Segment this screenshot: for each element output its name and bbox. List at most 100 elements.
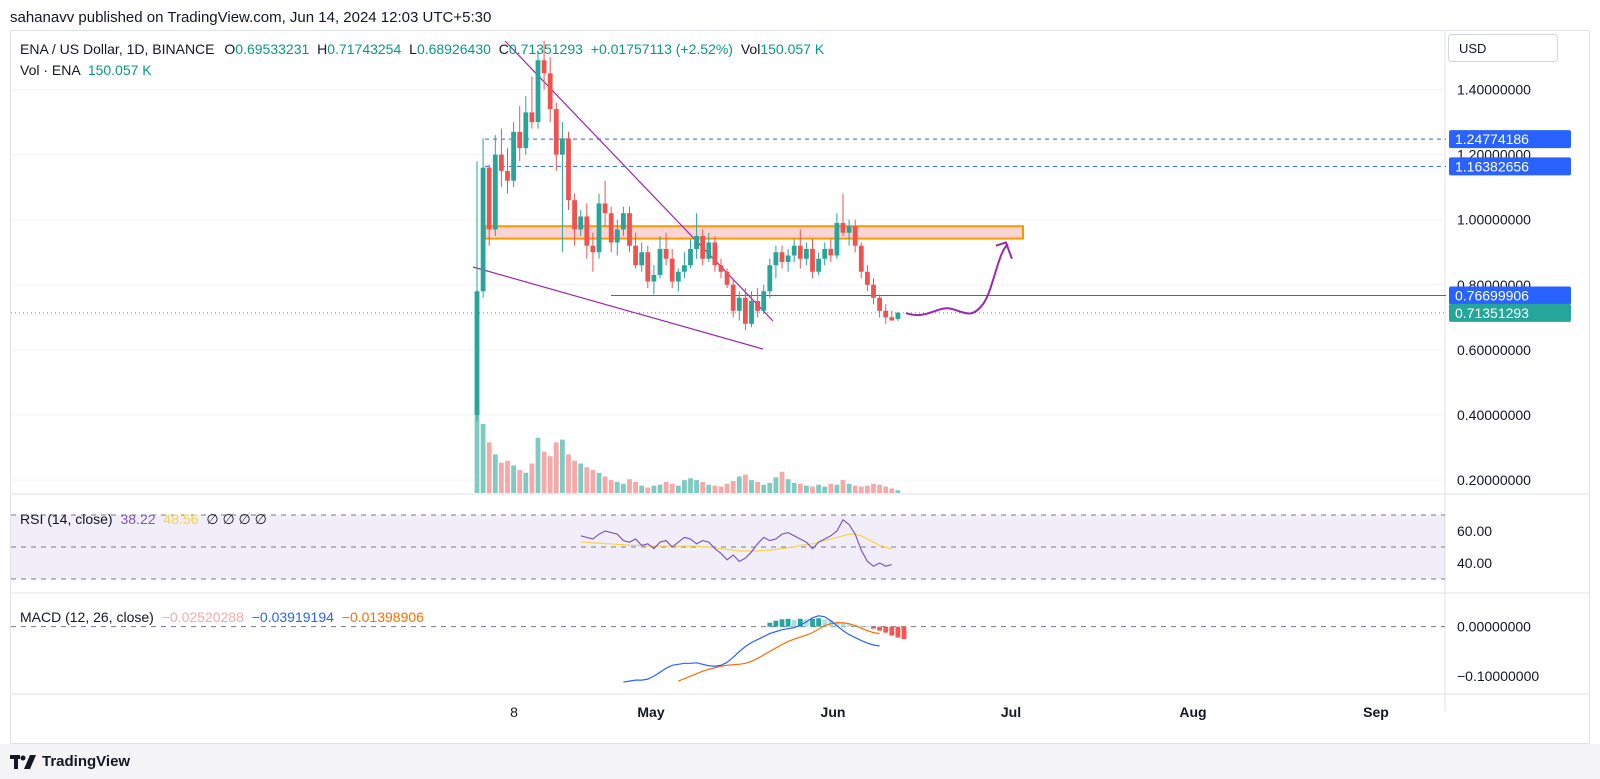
candle-body bbox=[645, 252, 651, 282]
candle-body bbox=[566, 138, 571, 201]
volume-bar bbox=[785, 479, 791, 493]
volume-bar bbox=[749, 480, 754, 493]
macd-histogram-bar bbox=[797, 618, 803, 627]
candle-body bbox=[535, 60, 541, 123]
price-tick-label: 1.00000000 bbox=[1457, 212, 1531, 228]
volume-bar bbox=[706, 484, 712, 493]
candle-body bbox=[730, 284, 736, 311]
candle-body bbox=[633, 245, 638, 266]
macd-legend: MACD (12, 26, close) −0.02520288 −0.0391… bbox=[20, 609, 424, 625]
macd-histogram-bar bbox=[883, 626, 889, 633]
volume-bar bbox=[535, 437, 541, 493]
candle-body bbox=[804, 248, 809, 259]
volume-bar bbox=[572, 460, 577, 493]
candle-body bbox=[828, 248, 834, 256]
macd-label[interactable]: MACD (12, 26, close) bbox=[20, 609, 154, 625]
volume-bar bbox=[846, 483, 852, 493]
candle-body bbox=[499, 154, 504, 171]
time-tick-label: Sep bbox=[1363, 704, 1389, 720]
candle-body bbox=[608, 213, 614, 243]
volume-bar bbox=[724, 483, 730, 493]
symbol-name[interactable]: ENA / US Dollar, 1D, BINANCE bbox=[20, 41, 215, 57]
candle-body bbox=[584, 216, 590, 246]
candle-body bbox=[602, 203, 608, 214]
macd-histogram-bar bbox=[901, 626, 907, 640]
volume-bar bbox=[700, 481, 706, 493]
macd-histogram-bar bbox=[846, 624, 852, 627]
candle-body bbox=[724, 271, 730, 285]
symbol-legend: ENA / US Dollar, 1D, BINANCE O0.69533231… bbox=[20, 41, 824, 57]
macd-histogram-bar bbox=[865, 626, 870, 628]
candle-body bbox=[614, 229, 620, 243]
volume-bar bbox=[492, 454, 498, 493]
macd-histogram-bar bbox=[785, 618, 791, 627]
candle-body bbox=[712, 242, 718, 266]
volume-bar bbox=[480, 424, 486, 493]
volume-bar bbox=[486, 442, 492, 493]
volume-bar bbox=[523, 472, 529, 493]
candle-body bbox=[840, 222, 846, 233]
volume-bar bbox=[834, 484, 840, 493]
candle-body bbox=[590, 245, 596, 253]
candle-body bbox=[523, 112, 529, 149]
candle-body bbox=[688, 248, 693, 266]
volume-bar bbox=[657, 484, 663, 493]
macd-histogram-bar bbox=[834, 621, 840, 627]
candle-body bbox=[889, 317, 895, 321]
candle-body bbox=[651, 275, 657, 282]
open-label: O bbox=[224, 41, 236, 57]
projection-path bbox=[905, 243, 1009, 316]
volume-bar bbox=[627, 479, 632, 493]
candle-body bbox=[529, 112, 535, 123]
time-tick-label: Jun bbox=[821, 704, 846, 720]
candle-body bbox=[822, 248, 828, 259]
candle-body bbox=[572, 200, 577, 230]
candle-body bbox=[505, 170, 510, 181]
price-tick-label: 1.40000000 bbox=[1457, 82, 1531, 98]
volume-bar bbox=[828, 483, 834, 493]
rsi-value: 38.22 bbox=[120, 511, 156, 527]
candle-body bbox=[779, 252, 785, 262]
volume-bar bbox=[889, 488, 895, 493]
candle-body bbox=[834, 222, 840, 256]
volume-bar bbox=[547, 456, 553, 493]
volume-bar bbox=[810, 486, 815, 493]
price-level-label: 0.76699906 bbox=[1455, 288, 1529, 304]
candle-body bbox=[846, 226, 852, 233]
volume-bar bbox=[852, 485, 858, 493]
volume-bar bbox=[669, 483, 675, 493]
candle-body bbox=[682, 265, 687, 272]
rsi-label[interactable]: RSI (14, close) bbox=[20, 511, 113, 527]
volume-bar bbox=[682, 480, 687, 493]
currency-selector[interactable]: USD bbox=[1448, 34, 1558, 62]
volume-bar bbox=[651, 485, 657, 493]
chart-canvas[interactable]: 1.400000001.200000001.000000000.80000000… bbox=[11, 31, 1589, 743]
macd-histogram-bar bbox=[889, 626, 895, 636]
candle-body bbox=[700, 235, 706, 259]
macd-hist-value: −0.02520288 bbox=[161, 609, 244, 625]
macd-histogram-bar bbox=[773, 620, 779, 627]
candle-body bbox=[596, 203, 602, 253]
volume-label[interactable]: Vol · ENA bbox=[20, 62, 80, 78]
candle-body bbox=[858, 245, 864, 272]
candle-body bbox=[547, 73, 553, 110]
macd-histogram-bar bbox=[895, 626, 901, 638]
close-value: 0.71351293 bbox=[508, 41, 583, 57]
macd-histogram-bar bbox=[767, 622, 773, 627]
macd-signal-value: −0.01398906 bbox=[341, 609, 424, 625]
price-tick-label: 0.40000000 bbox=[1457, 407, 1531, 423]
volume-bar bbox=[633, 481, 638, 493]
tradingview-logo[interactable]: TradingView bbox=[10, 753, 130, 770]
candle-body bbox=[560, 138, 565, 155]
candle-body bbox=[749, 301, 754, 324]
candle-body bbox=[706, 242, 712, 259]
volume-bar bbox=[883, 486, 889, 493]
publish-line: sahanavv published on TradingView.com, J… bbox=[10, 9, 492, 26]
candle-body bbox=[718, 265, 724, 272]
volume-bar bbox=[761, 484, 767, 493]
volume-bar bbox=[871, 483, 876, 493]
volume-bar bbox=[675, 485, 681, 493]
volume-bar bbox=[608, 480, 614, 493]
tradingview-logo-icon bbox=[10, 754, 36, 769]
volume-bar bbox=[505, 460, 510, 493]
